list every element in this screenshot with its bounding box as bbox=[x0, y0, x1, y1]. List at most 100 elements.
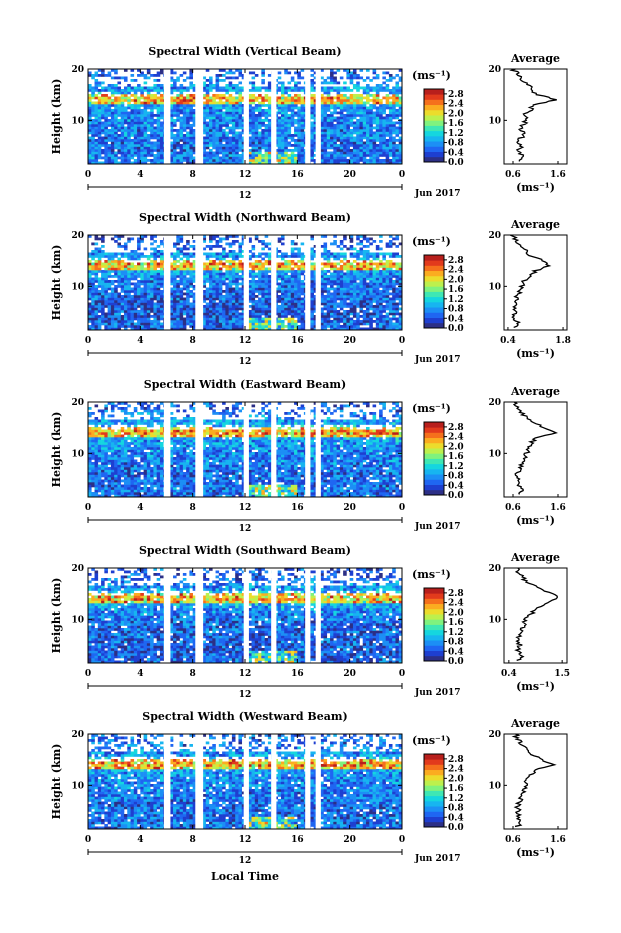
heatmap-cell bbox=[229, 144, 233, 147]
heatmap-cell bbox=[337, 119, 341, 122]
heatmap-cell bbox=[252, 89, 256, 92]
heatmap-cell bbox=[108, 295, 112, 298]
heatmap-cell bbox=[373, 139, 377, 142]
heatmap-cell bbox=[212, 107, 216, 110]
heatmap-cell bbox=[183, 288, 187, 291]
heatmap-cell bbox=[180, 102, 184, 105]
heatmap-cell bbox=[284, 89, 288, 92]
heatmap-cell bbox=[235, 134, 239, 137]
heatmap-cell bbox=[353, 142, 357, 145]
heatmap-cell bbox=[144, 114, 148, 117]
heatmap-cell bbox=[353, 72, 357, 75]
heatmap-cell bbox=[160, 137, 164, 140]
heatmap-cell bbox=[160, 139, 164, 142]
heatmap-cell bbox=[268, 84, 272, 87]
heatmap-cell bbox=[124, 132, 128, 135]
heatmap-cell bbox=[121, 298, 125, 301]
heatmap-cell bbox=[137, 127, 141, 130]
heatmap-cell bbox=[134, 313, 138, 316]
heatmap-cell bbox=[212, 305, 216, 308]
heatmap-cell bbox=[353, 154, 357, 157]
heatmap-cell bbox=[382, 72, 386, 75]
heatmap-cell bbox=[356, 74, 360, 77]
heatmap-cell bbox=[330, 119, 334, 122]
heatmap-cell bbox=[101, 320, 105, 323]
heatmap-cell bbox=[235, 87, 239, 90]
heatmap-cell bbox=[333, 134, 337, 137]
heatmap-cell bbox=[281, 134, 285, 137]
heatmap-cell bbox=[176, 129, 180, 132]
heatmap-cell bbox=[212, 288, 216, 291]
heatmap-cell bbox=[284, 295, 288, 298]
heatmap-cell bbox=[392, 325, 396, 328]
heatmap-cell bbox=[153, 283, 157, 286]
heatmap-cell bbox=[297, 142, 301, 145]
heatmap-cell bbox=[229, 129, 233, 132]
heatmap-cell bbox=[343, 300, 347, 303]
heatmap-cell bbox=[117, 109, 121, 112]
heatmap-cell bbox=[395, 159, 399, 162]
heatmap-cell bbox=[222, 300, 226, 303]
heatmap-cell bbox=[134, 117, 138, 120]
heatmap-cell bbox=[363, 129, 367, 132]
heatmap-cell bbox=[137, 295, 141, 298]
heatmap-cell bbox=[268, 275, 272, 278]
heatmap-cell bbox=[281, 149, 285, 152]
heatmap-cell bbox=[157, 310, 161, 313]
heatmap-cell bbox=[124, 97, 128, 100]
heatmap-cell bbox=[173, 129, 177, 132]
heatmap-cell bbox=[324, 107, 328, 110]
heatmap-cell bbox=[333, 107, 337, 110]
heatmap-cell bbox=[366, 134, 370, 137]
heatmap-cell bbox=[327, 305, 331, 308]
heatmap-cell bbox=[222, 94, 226, 97]
heatmap-cell bbox=[366, 308, 370, 311]
heatmap-cell bbox=[278, 325, 282, 328]
heatmap-cell bbox=[343, 152, 347, 155]
heatmap-cell bbox=[186, 99, 190, 102]
heatmap-cell bbox=[101, 157, 105, 160]
heatmap-cell bbox=[350, 72, 354, 75]
heatmap-cell bbox=[389, 318, 393, 321]
heatmap-cell bbox=[238, 74, 242, 77]
heatmap-cell bbox=[150, 288, 154, 291]
heatmap-cell bbox=[255, 308, 259, 311]
heatmap-cell bbox=[104, 127, 108, 130]
heatmap-cell bbox=[212, 323, 216, 326]
heatmap-cell bbox=[216, 114, 220, 117]
heatmap-cell bbox=[294, 315, 298, 318]
heatmap-cell bbox=[180, 293, 184, 296]
heatmap-cell bbox=[392, 107, 396, 110]
heatmap-cell bbox=[121, 147, 125, 150]
heatmap-cell bbox=[160, 107, 164, 110]
heatmap-cell bbox=[91, 288, 95, 291]
heatmap-cell bbox=[108, 107, 112, 110]
heatmap-cell bbox=[173, 325, 177, 328]
heatmap-cell bbox=[232, 102, 236, 105]
heatmap-cell bbox=[124, 315, 128, 318]
heatmap-cell bbox=[229, 119, 233, 122]
heatmap-cell bbox=[353, 132, 357, 135]
heatmap-cell bbox=[343, 127, 347, 130]
heatmap-cell bbox=[252, 154, 256, 157]
heatmap-cell bbox=[131, 157, 135, 160]
heatmap-cell bbox=[98, 305, 102, 308]
heatmap-cell bbox=[386, 97, 390, 100]
heatmap-cell bbox=[281, 320, 285, 323]
heatmap-cell bbox=[255, 137, 259, 140]
heatmap-cell bbox=[297, 82, 301, 85]
heatmap-cell bbox=[255, 310, 259, 313]
heatmap-cell bbox=[330, 114, 334, 117]
heatmap-cell bbox=[350, 293, 354, 296]
heatmap-cell bbox=[212, 147, 216, 150]
heatmap-cell bbox=[265, 313, 269, 316]
heatmap-cell bbox=[340, 315, 344, 318]
heatmap-cell bbox=[353, 122, 357, 125]
heatmap-cell bbox=[121, 132, 125, 135]
heatmap-cell bbox=[104, 298, 108, 301]
heatmap-cell bbox=[389, 275, 393, 278]
heatmap-cell bbox=[134, 325, 138, 328]
heatmap-cell bbox=[366, 144, 370, 147]
heatmap-cell bbox=[343, 159, 347, 162]
heatmap-cell bbox=[108, 84, 112, 87]
